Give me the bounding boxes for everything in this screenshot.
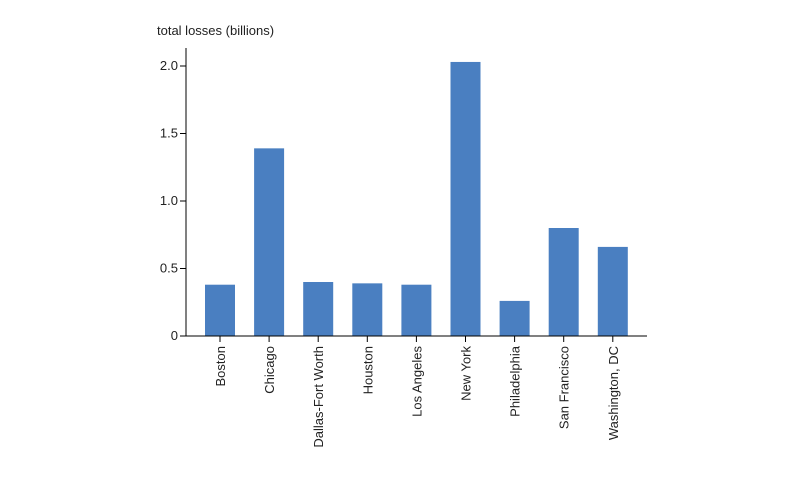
bar-los-angeles (401, 284, 432, 336)
bar-chicago (254, 148, 285, 336)
y-tick-label: 1.5 (160, 126, 178, 141)
bar-dallas-fort-worth (303, 282, 334, 336)
bar-san-francisco (548, 228, 579, 336)
y-tick-label: 0 (171, 328, 178, 343)
x-axis: Boston Chicago Dallas-Fort Worth Houston Los… (186, 335, 647, 448)
y-tick-label: 1.0 (160, 193, 178, 208)
bar-new-york (450, 61, 481, 336)
bar-washington-dc (597, 246, 628, 336)
x-tick-label: San Francisco (557, 346, 572, 429)
bar-philadelphia (499, 300, 530, 336)
x-tick-label: New York (459, 346, 474, 401)
x-tick-label: Los Angeles (409, 346, 424, 417)
x-tick-label: Boston (213, 346, 228, 386)
y-axis-title: total losses (billions) (157, 23, 274, 38)
y-tick-label: 2.0 (160, 58, 178, 73)
y-tick-label: 0.5 (160, 261, 178, 276)
x-tick-label: Washington, DC (606, 346, 621, 440)
x-tick-label: Chicago (262, 346, 277, 394)
x-tick-label: Dallas-Fort Worth (311, 346, 326, 448)
x-tick-label: Houston (360, 346, 375, 394)
bar-boston (205, 284, 235, 336)
bars-group (205, 61, 628, 336)
x-tick-label: Philadelphia (508, 345, 523, 417)
bar-houston (352, 283, 383, 336)
y-axis: 0 0.5 1.0 1.5 2.0 (160, 48, 187, 343)
